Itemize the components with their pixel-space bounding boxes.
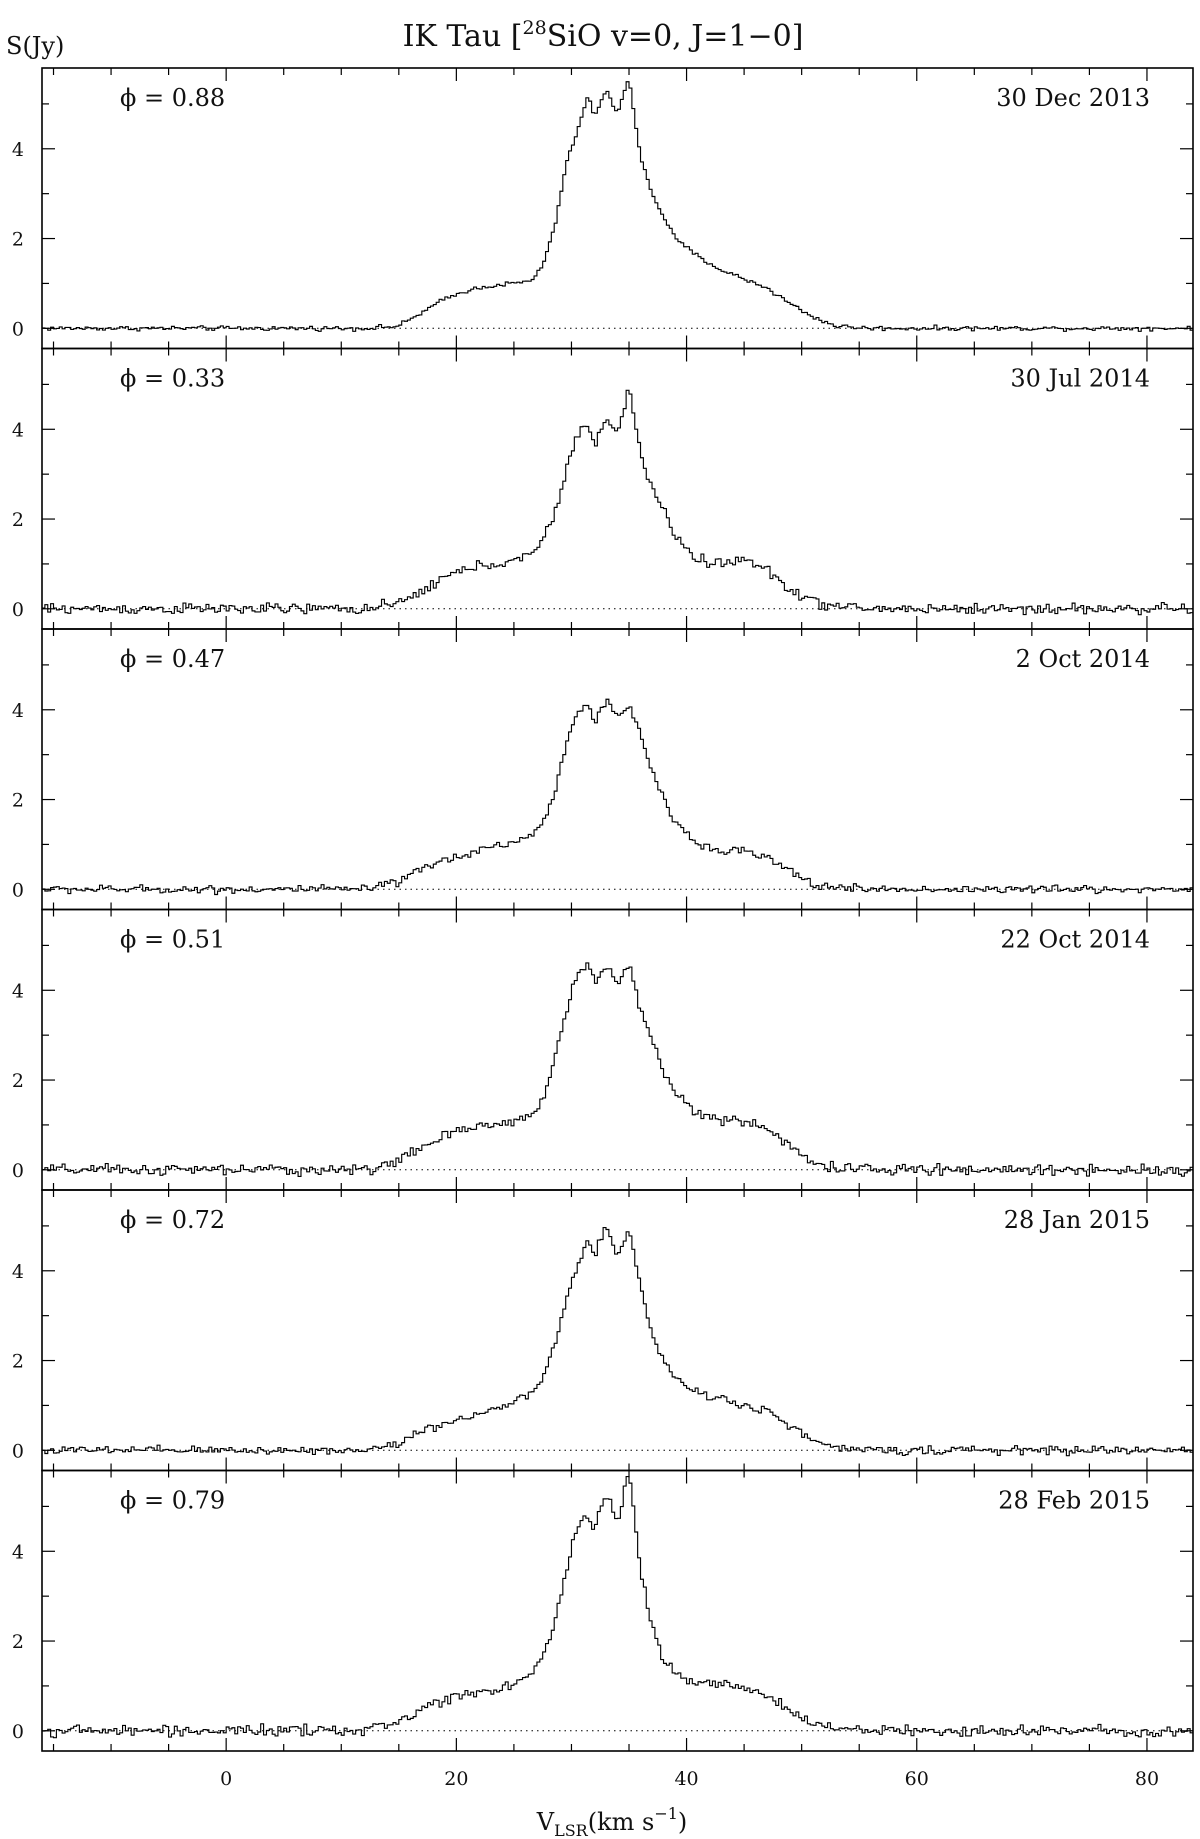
y-tick-label: 2	[12, 509, 24, 531]
phase-label: ϕ = 0.51	[120, 926, 225, 954]
date-label: 22 Oct 2014	[1000, 926, 1150, 954]
y-tick-label: 0	[12, 1160, 24, 1182]
y-tick-label: 0	[12, 1721, 24, 1743]
title-suffix: SiO v=0, J=1−0]	[547, 19, 804, 54]
panel-5: 0 2 4 ϕ = 0.72 28 Jan 2015	[12, 1189, 1194, 1472]
spectrum-line	[42, 81, 1193, 332]
panel-frame	[41, 1469, 1194, 1752]
date-label: 30 Jul 2014	[1010, 365, 1150, 393]
y-tick-label: 2	[12, 229, 24, 251]
y-tick-label: 2	[12, 1351, 24, 1373]
spectrum-line	[42, 1226, 1193, 1457]
x-label-superscript: −1	[654, 1804, 678, 1823]
phase-label: ϕ = 0.47	[120, 645, 225, 673]
panel-1: 0 2 4 ϕ = 0.88 30 Dec 2013	[12, 67, 1194, 350]
y-tick-label: 2	[12, 790, 24, 812]
phase-label: ϕ = 0.72	[120, 1206, 225, 1234]
date-label: 2 Oct 2014	[1016, 645, 1150, 673]
phase-label: ϕ = 0.79	[120, 1487, 225, 1515]
date-label: 28 Feb 2015	[998, 1487, 1150, 1515]
spectrum-line	[42, 389, 1193, 616]
date-label: 28 Jan 2015	[1004, 1206, 1150, 1234]
title-superscript: 28	[523, 17, 547, 39]
y-tick-label: 2	[12, 1631, 24, 1653]
y-tick-label: 4	[12, 1541, 24, 1563]
y-tick-label: 4	[12, 139, 24, 161]
panel-4: 0 2 4 ϕ = 0.51 22 Oct 2014	[12, 908, 1194, 1191]
y-tick-label: 2	[12, 1070, 24, 1092]
chart-title: IK Tau [28SiO v=0, J=1−0]	[403, 17, 804, 54]
x-label-subscript: LSR	[554, 1821, 589, 1839]
x-tick-label: 80	[1135, 1768, 1159, 1790]
x-tick-label: 60	[905, 1768, 929, 1790]
phase-label: ϕ = 0.33	[120, 365, 225, 393]
y-tick-label: 0	[12, 318, 24, 340]
date-label: 30 Dec 2013	[996, 84, 1150, 112]
y-tick-label: 4	[12, 1261, 24, 1283]
title-prefix: IK Tau [	[403, 19, 523, 54]
y-tick-label: 4	[12, 419, 24, 441]
panel-2: 0 2 4 ϕ = 0.33 30 Jul 2014	[12, 347, 1194, 630]
y-axis-label: S(Jy)	[6, 32, 64, 60]
x-tick-label: 20	[444, 1768, 468, 1790]
x-axis-label: VLSR(km s−1)	[536, 1804, 688, 1839]
phase-label: ϕ = 0.88	[120, 84, 225, 112]
x-label-base: V	[536, 1808, 555, 1836]
panel-6: 0 2 4 ϕ = 0.79 28 Feb 2015	[12, 1469, 1194, 1752]
panel-3: 0 2 4 ϕ = 0.47 2 Oct 2014	[12, 628, 1194, 911]
x-tick-label: 0	[220, 1768, 232, 1790]
y-tick-label: 0	[12, 1440, 24, 1462]
y-tick-label: 0	[12, 599, 24, 621]
x-tick-label: 40	[674, 1768, 698, 1790]
spectrum-line	[42, 1475, 1193, 1739]
y-tick-label: 0	[12, 879, 24, 901]
y-tick-label: 4	[12, 980, 24, 1002]
spectra-panels: 0 2 4 ϕ = 0.88 30 Dec 2013 0 2 4 ϕ = 0.33 30 Jul …	[12, 67, 1194, 1752]
spectrum-line	[42, 698, 1193, 896]
x-label-end: )	[678, 1808, 687, 1836]
spectrum-line	[42, 962, 1193, 1177]
x-label-middle: (km s	[588, 1808, 655, 1836]
y-tick-label: 4	[12, 700, 24, 722]
